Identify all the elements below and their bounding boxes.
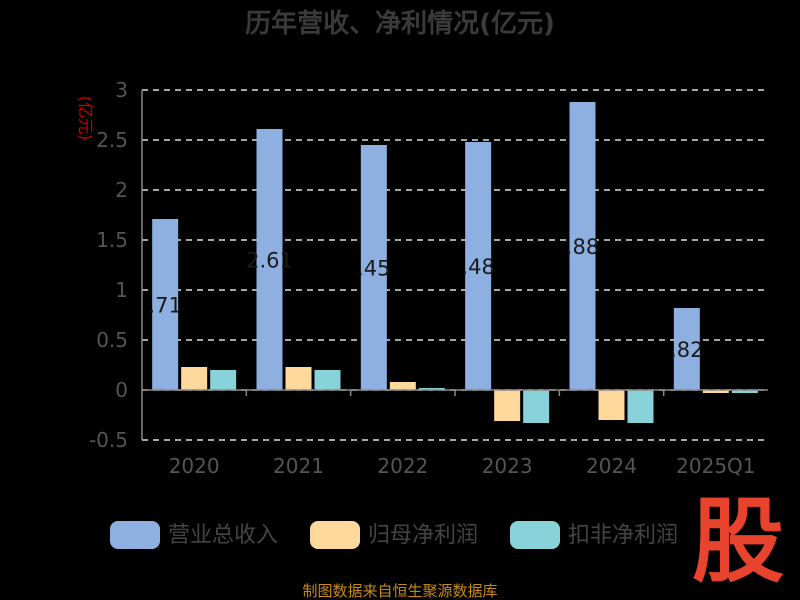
legend-swatch: [510, 521, 560, 549]
axes: [141, 90, 768, 440]
bar: [418, 388, 445, 390]
data-label: .88: [566, 235, 599, 259]
data-label: 2.61: [246, 249, 293, 273]
bar: [389, 382, 416, 390]
legend-swatch: [310, 521, 360, 549]
chart-title: 历年营收、净利情况(亿元): [245, 8, 555, 39]
bar: [731, 390, 758, 393]
y-axis-label: (亿元): [76, 96, 95, 141]
y-tick-label: 1: [115, 278, 128, 302]
y-tick-label: 2.5: [96, 128, 128, 152]
y-tick-labels: 3 2.5 2 1.5 1 0.5 0 -0.5: [89, 78, 128, 452]
bar: [465, 142, 492, 390]
bar: [569, 102, 596, 390]
legend-swatch: [110, 521, 160, 549]
logo-mark: 股: [692, 488, 784, 595]
data-label: .71: [148, 294, 181, 318]
bar: [152, 219, 179, 390]
data-labels: .71 2.61 .45 .48 .88 .82: [148, 235, 703, 362]
bar: [360, 145, 387, 390]
bar: [494, 390, 521, 421]
bar: [181, 367, 208, 390]
bar: [285, 367, 312, 390]
legend: 营业总收入 归母净利润 扣非净利润: [110, 521, 678, 549]
bar: [523, 390, 550, 423]
bar: [627, 390, 654, 423]
x-tick-labels: 2020 2021 2022 2023 2024 2025Q1: [169, 454, 756, 478]
bar: [210, 370, 237, 390]
y-tick-label: -0.5: [89, 428, 128, 452]
y-tick-label: 0.5: [96, 328, 128, 352]
data-label: .82: [670, 338, 703, 362]
x-tick-label: 2022: [377, 454, 428, 478]
bar: [598, 390, 625, 420]
x-tick-label: 2023: [482, 454, 533, 478]
y-tick-label: 2: [115, 178, 128, 202]
legend-label: 营业总收入: [168, 523, 278, 548]
legend-label: 扣非净利润: [568, 523, 678, 548]
bar: [314, 370, 341, 390]
x-tick-label: 2024: [586, 454, 637, 478]
bar: [702, 390, 729, 393]
x-tick-label: 2020: [169, 454, 220, 478]
source-note: 制图数据来自恒生聚源数据库: [302, 582, 497, 600]
y-tick-label: 3: [115, 78, 128, 102]
y-tick-label: 0: [115, 378, 128, 402]
x-tick-label: 2021: [273, 454, 324, 478]
legend-label: 归母净利润: [368, 523, 478, 548]
bar: [673, 308, 700, 390]
y-tick-label: 1.5: [96, 228, 128, 252]
data-label: .45: [357, 257, 390, 281]
x-tick-label: 2025Q1: [676, 454, 755, 478]
bars: [152, 102, 758, 423]
data-label: .48: [461, 255, 494, 279]
bar: [256, 129, 283, 390]
